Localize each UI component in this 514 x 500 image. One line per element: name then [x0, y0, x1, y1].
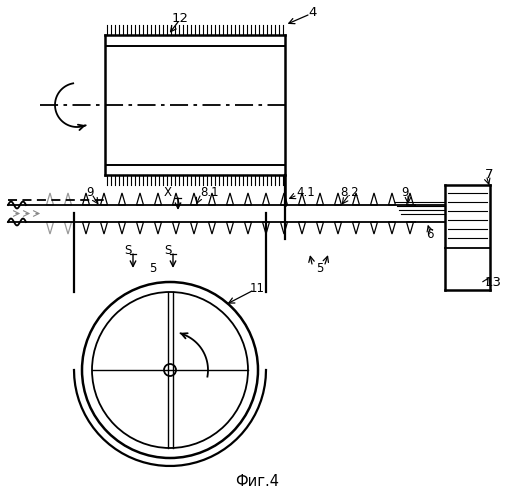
Text: S: S [164, 244, 172, 256]
Text: 5: 5 [149, 262, 157, 274]
Text: 9: 9 [401, 186, 409, 200]
Text: 8.1: 8.1 [200, 186, 219, 200]
Text: 4: 4 [308, 6, 317, 18]
Text: Фиг.4: Фиг.4 [235, 474, 279, 490]
Text: 8.2: 8.2 [341, 186, 359, 200]
Text: 5: 5 [316, 262, 324, 274]
Text: 7: 7 [485, 168, 493, 181]
Text: 9: 9 [86, 186, 94, 200]
Circle shape [164, 364, 176, 376]
Text: X: X [164, 186, 172, 200]
Text: S: S [124, 244, 132, 256]
Text: 6: 6 [426, 228, 434, 241]
Text: 12: 12 [172, 12, 189, 24]
Text: 11: 11 [250, 282, 265, 294]
Text: 4.1: 4.1 [296, 186, 315, 200]
Text: 13: 13 [485, 276, 502, 288]
